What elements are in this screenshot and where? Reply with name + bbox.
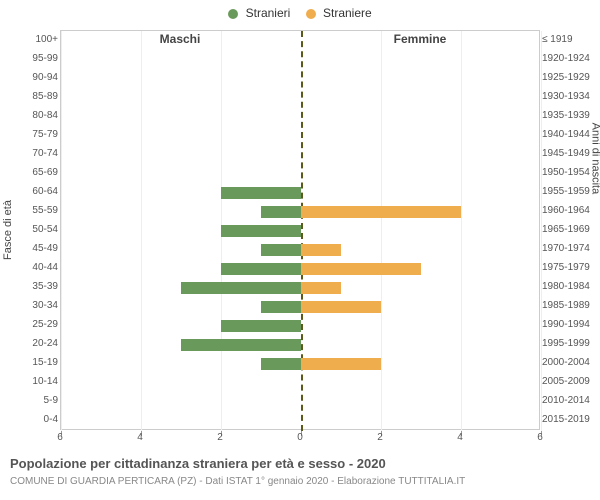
birth-year-label: 2010-2014 [542,396,600,406]
gridline [61,31,62,431]
chart-title: Popolazione per cittadinanza straniera p… [10,456,386,471]
x-tick-label: 6 [57,432,63,443]
bar-male [221,320,301,332]
legend: Stranieri Straniere [0,6,600,20]
birth-year-label: 2015-2019 [542,415,600,425]
bar-female [301,358,381,370]
center-axis-line [301,31,303,431]
age-group-label: 20-24 [0,339,58,349]
gridline [381,31,382,431]
bar-female [301,244,341,256]
legend-dot-female [306,9,316,19]
y-axis-birth-labels: ≤ 1919 1920-1924 1925-1929 1930-1934 1935-19… [542,30,600,430]
birth-year-label: 1965-1969 [542,225,600,235]
age-group-label: 45-49 [0,244,58,254]
age-group-label: 80-84 [0,111,58,121]
birth-year-label: 1925-1929 [542,73,600,83]
bar-female [301,301,381,313]
age-group-label: 85-89 [0,92,58,102]
birth-year-label: 1980-1984 [542,282,600,292]
age-group-label: 55-59 [0,206,58,216]
bar-male [261,244,301,256]
age-group-label: 75-79 [0,130,58,140]
age-group-label: 100+ [0,35,58,45]
x-axis-labels: 6 4 2 0 2 4 6 [60,432,540,448]
legend-item-male: Stranieri [228,6,290,20]
birth-year-label: 2005-2009 [542,377,600,387]
age-group-label: 15-19 [0,358,58,368]
population-pyramid-chart: Stranieri Straniere Maschi Femmine Fasce… [0,0,600,500]
plot-area [60,30,540,430]
birth-year-label: 1975-1979 [542,263,600,273]
birth-year-label: 1935-1939 [542,111,600,121]
birth-year-label: 1955-1959 [542,187,600,197]
legend-label-female: Straniere [323,6,372,20]
age-group-label: 95-99 [0,54,58,64]
age-group-label: 90-94 [0,73,58,83]
age-group-label: 5-9 [0,396,58,406]
age-group-label: 60-64 [0,187,58,197]
gridline [461,31,462,431]
birth-year-label: 1920-1924 [542,54,600,64]
age-group-label: 30-34 [0,301,58,311]
birth-year-label: ≤ 1919 [542,35,600,45]
gridline [541,31,542,431]
bar-female [301,282,341,294]
y-axis-age-labels: 100+ 95-99 90-94 85-89 80-84 75-79 70-74 65-69 6… [0,30,58,430]
bar-male [221,187,301,199]
x-tick-label: 2 [217,432,223,443]
bar-female [301,206,461,218]
bar-male [261,358,301,370]
legend-item-female: Straniere [306,6,372,20]
bar-female [301,263,421,275]
bar-male [181,339,301,351]
birth-year-label: 1990-1994 [542,320,600,330]
chart-source: COMUNE DI GUARDIA PERTICARA (PZ) - Dati … [10,476,465,487]
age-group-label: 65-69 [0,168,58,178]
age-group-label: 0-4 [0,415,58,425]
x-tick-label: 2 [377,432,383,443]
birth-year-label: 1985-1989 [542,301,600,311]
legend-label-male: Stranieri [246,6,291,20]
age-group-label: 50-54 [0,225,58,235]
gridline [141,31,142,431]
bar-male [181,282,301,294]
birth-year-label: 1960-1964 [542,206,600,216]
age-group-label: 25-29 [0,320,58,330]
age-group-label: 40-44 [0,263,58,273]
age-group-label: 10-14 [0,377,58,387]
x-tick-label: 4 [137,432,143,443]
bar-male [221,225,301,237]
bar-male [261,206,301,218]
x-tick-label: 4 [457,432,463,443]
bar-male [221,263,301,275]
bar-male [261,301,301,313]
birth-year-label: 1995-1999 [542,339,600,349]
legend-dot-male [228,9,238,19]
birth-year-label: 1940-1944 [542,130,600,140]
birth-year-label: 2000-2004 [542,358,600,368]
age-group-label: 35-39 [0,282,58,292]
birth-year-label: 1945-1949 [542,149,600,159]
birth-year-label: 1970-1974 [542,244,600,254]
x-tick-label: 6 [537,432,543,443]
age-group-label: 70-74 [0,149,58,159]
birth-year-label: 1950-1954 [542,168,600,178]
x-tick-label: 0 [297,432,303,443]
birth-year-label: 1930-1934 [542,92,600,102]
